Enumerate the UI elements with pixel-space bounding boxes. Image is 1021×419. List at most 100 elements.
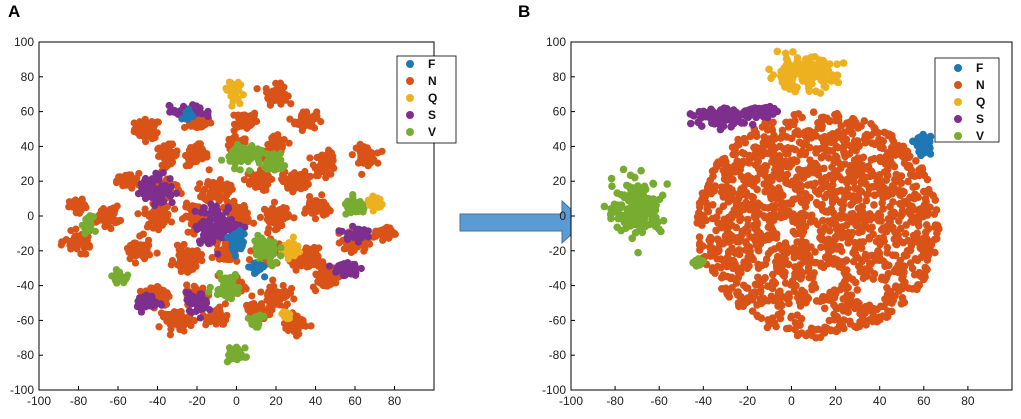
point-N xyxy=(833,109,841,118)
point-V xyxy=(236,166,244,174)
point-N xyxy=(85,243,93,251)
point-N xyxy=(267,89,275,98)
point-N xyxy=(746,232,754,241)
point-N xyxy=(800,172,808,181)
point-N xyxy=(272,220,280,228)
point-N xyxy=(67,226,75,235)
point-N xyxy=(704,180,713,189)
point-N xyxy=(776,314,785,323)
point-N xyxy=(180,327,188,335)
point-N xyxy=(882,273,891,282)
point-N xyxy=(230,127,238,135)
point-V xyxy=(257,252,265,261)
point-N xyxy=(181,262,189,270)
point-N xyxy=(352,144,360,152)
point-N xyxy=(371,231,379,239)
x-tick-label: -20 xyxy=(739,394,757,408)
point-N xyxy=(840,324,848,333)
point-N xyxy=(753,233,762,242)
point-N xyxy=(240,135,248,143)
point-N xyxy=(703,205,712,214)
point-N xyxy=(798,230,806,239)
point-N xyxy=(734,158,743,166)
point-N xyxy=(861,131,870,140)
point-N xyxy=(811,168,820,177)
point-N xyxy=(784,199,793,207)
point-N xyxy=(364,162,372,170)
point-N xyxy=(128,184,136,192)
point-S xyxy=(141,303,149,311)
point-N xyxy=(897,300,906,308)
point-N xyxy=(817,243,825,251)
point-N xyxy=(791,229,799,237)
point-N xyxy=(313,108,321,116)
point-N xyxy=(782,133,791,141)
point-N xyxy=(909,183,917,191)
point-S xyxy=(137,308,146,316)
y-tick-label: 20 xyxy=(21,174,35,188)
point-N xyxy=(855,263,864,271)
point-N xyxy=(781,279,790,287)
point-N xyxy=(855,322,864,331)
point-N xyxy=(768,278,777,286)
point-N xyxy=(58,238,66,246)
point-N xyxy=(760,133,769,141)
point-N xyxy=(874,129,882,137)
point-N xyxy=(795,138,804,147)
point-N xyxy=(854,228,863,237)
point-N xyxy=(798,113,806,122)
point-N xyxy=(879,233,888,242)
point-N xyxy=(883,243,892,252)
point-N xyxy=(926,203,934,212)
x-tick-label: 40 xyxy=(873,394,887,408)
point-N xyxy=(718,159,727,168)
point-N xyxy=(875,256,883,264)
point-N xyxy=(817,153,826,162)
point-V xyxy=(250,147,258,155)
point-V xyxy=(352,208,360,216)
point-N xyxy=(324,205,332,213)
point-V xyxy=(267,261,275,269)
point-N xyxy=(724,288,733,296)
point-N xyxy=(781,239,790,247)
point-V xyxy=(244,314,252,322)
point-S xyxy=(364,227,372,235)
point-N xyxy=(197,251,206,259)
point-N xyxy=(781,157,789,166)
point-V xyxy=(270,238,278,246)
point-N xyxy=(768,141,776,149)
point-N xyxy=(354,159,363,167)
point-Q xyxy=(773,47,782,56)
point-N xyxy=(792,157,801,165)
legend-label-Q: Q xyxy=(428,91,437,105)
point-S xyxy=(207,226,216,234)
point-N xyxy=(740,134,748,143)
point-N xyxy=(881,262,889,270)
point-N xyxy=(116,216,124,225)
point-N xyxy=(177,267,185,276)
y-tick-label: 20 xyxy=(553,174,567,188)
point-N xyxy=(915,268,924,277)
point-V xyxy=(216,269,224,277)
point-N xyxy=(299,123,308,131)
point-N xyxy=(913,256,922,265)
point-N xyxy=(883,249,892,257)
point-N xyxy=(900,282,909,291)
point-N xyxy=(181,319,189,327)
point-N xyxy=(821,193,829,202)
point-N xyxy=(311,248,319,256)
point-S xyxy=(196,314,204,322)
point-N xyxy=(305,262,313,270)
point-N xyxy=(222,188,230,196)
point-S xyxy=(213,214,221,222)
point-V xyxy=(115,273,124,281)
point-N xyxy=(72,235,81,243)
point-N xyxy=(153,284,161,292)
legend-label-V: V xyxy=(428,125,436,139)
point-N xyxy=(271,298,279,306)
point-N xyxy=(744,297,752,306)
point-N xyxy=(743,264,752,273)
point-N xyxy=(249,173,257,181)
point-N xyxy=(855,299,863,308)
point-N xyxy=(802,138,810,146)
